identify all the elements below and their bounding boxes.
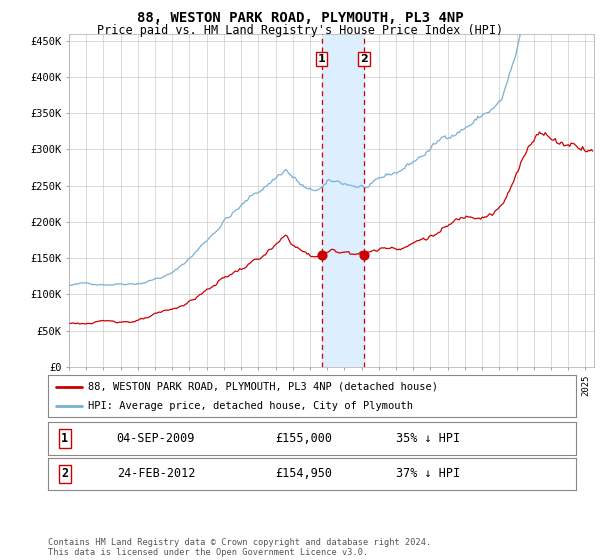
- Text: 88, WESTON PARK ROAD, PLYMOUTH, PL3 4NP (detached house): 88, WESTON PARK ROAD, PLYMOUTH, PL3 4NP …: [88, 381, 437, 391]
- Text: 88, WESTON PARK ROAD, PLYMOUTH, PL3 4NP: 88, WESTON PARK ROAD, PLYMOUTH, PL3 4NP: [137, 11, 463, 25]
- Point: [317, 250, 326, 259]
- Bar: [322, 34, 364, 367]
- Text: £155,000: £155,000: [275, 432, 332, 445]
- Text: 35% ↓ HPI: 35% ↓ HPI: [397, 432, 461, 445]
- Text: 2: 2: [361, 54, 368, 64]
- Text: £154,950: £154,950: [275, 467, 332, 480]
- Text: 1: 1: [317, 54, 325, 64]
- Text: 37% ↓ HPI: 37% ↓ HPI: [397, 467, 461, 480]
- Point: [359, 250, 369, 259]
- Text: Contains HM Land Registry data © Crown copyright and database right 2024.
This d: Contains HM Land Registry data © Crown c…: [48, 538, 431, 557]
- Text: 2: 2: [61, 467, 68, 480]
- Text: Price paid vs. HM Land Registry's House Price Index (HPI): Price paid vs. HM Land Registry's House …: [97, 24, 503, 36]
- Text: 1: 1: [61, 432, 68, 445]
- Text: 24-FEB-2012: 24-FEB-2012: [116, 467, 195, 480]
- Text: HPI: Average price, detached house, City of Plymouth: HPI: Average price, detached house, City…: [88, 401, 413, 411]
- Text: 04-SEP-2009: 04-SEP-2009: [116, 432, 195, 445]
